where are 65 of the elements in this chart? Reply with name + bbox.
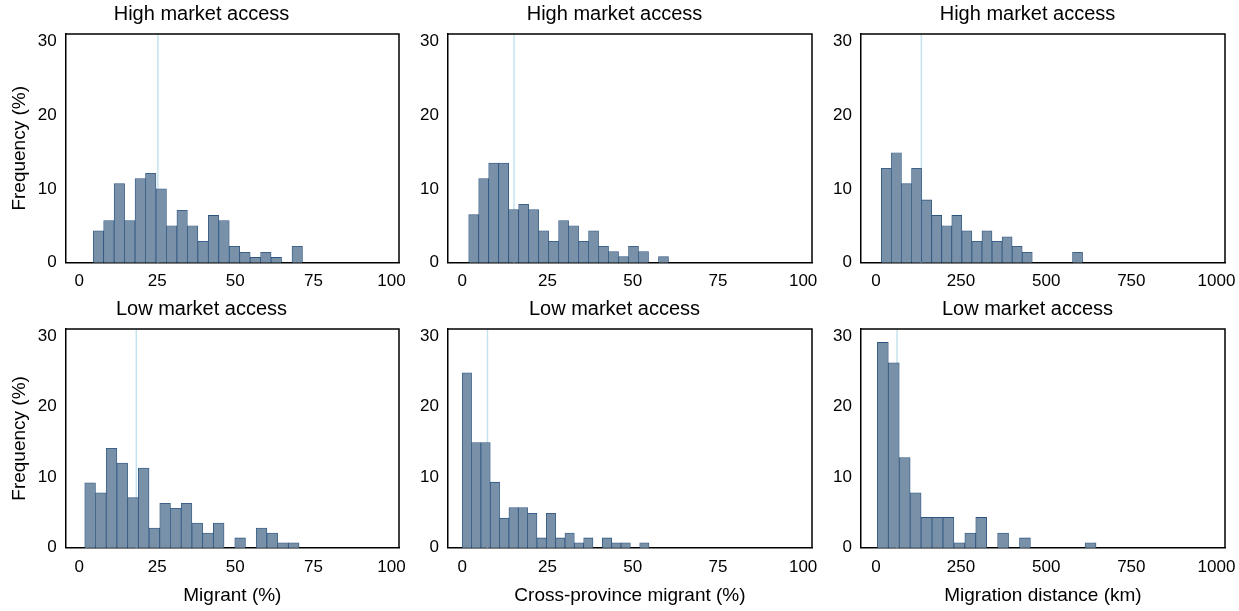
- x-tick-label: 0: [457, 556, 467, 576]
- y-tick-label: 20: [37, 396, 57, 416]
- x-tick-label: 500: [1032, 556, 1061, 576]
- x-tick-label: 100: [788, 271, 818, 291]
- x-tick-label: 0: [871, 556, 881, 576]
- y-tick-label: 10: [419, 178, 439, 198]
- x-tick-label: 75: [303, 271, 323, 291]
- y-tick-label: 30: [37, 31, 57, 51]
- y-axis-title: Frequency (%): [7, 376, 29, 501]
- x-tick-label: 750: [1117, 271, 1146, 291]
- y-tick-label: 30: [37, 325, 57, 345]
- x-tick-label: 100: [377, 556, 406, 576]
- x-tick-label: 25: [147, 556, 167, 576]
- x-tick-label: 25: [537, 556, 557, 576]
- x-axis-title: Migrant (%): [183, 583, 282, 605]
- x-tick-label: 75: [708, 271, 728, 291]
- y-tick-label: 10: [37, 178, 57, 198]
- y-tick-label: 0: [47, 537, 57, 557]
- x-tick-label: 50: [623, 271, 643, 291]
- x-tick-label: 750: [1117, 556, 1146, 576]
- y-tick-label: 30: [832, 31, 852, 51]
- y-tick-label: 20: [832, 396, 852, 416]
- chart-title: Low market access: [528, 296, 701, 319]
- x-tick-label: 1000: [1197, 556, 1236, 576]
- chart-title: High market access: [939, 1, 1116, 24]
- y-tick-label: 0: [429, 537, 439, 557]
- y-tick-label: 10: [832, 178, 852, 198]
- chart-title: High market access: [113, 1, 290, 24]
- x-tick-label: 0: [871, 271, 881, 291]
- y-axis-title: Frequency (%): [7, 86, 29, 211]
- x-tick-label: 250: [946, 556, 976, 576]
- y-tick-label: 0: [842, 252, 852, 272]
- y-tick-label: 20: [419, 396, 439, 416]
- x-tick-label: 100: [377, 271, 406, 291]
- y-tick-label: 0: [842, 537, 852, 557]
- chart-title: Low market access: [115, 296, 288, 319]
- x-tick-label: 50: [225, 556, 245, 576]
- x-tick-label: 0: [74, 271, 84, 291]
- y-tick-label: 10: [37, 466, 57, 486]
- x-axis-title: Cross-province migrant (%): [514, 583, 746, 605]
- y-tick-label: 0: [47, 252, 57, 272]
- chart-title: Low market access: [941, 296, 1114, 319]
- y-tick-label: 30: [832, 325, 852, 345]
- y-tick-label: 10: [832, 466, 852, 486]
- y-tick-label: 20: [37, 104, 57, 124]
- x-tick-label: 250: [946, 271, 976, 291]
- x-tick-label: 50: [623, 556, 643, 576]
- x-tick-label: 75: [708, 556, 728, 576]
- x-tick-label: 100: [788, 556, 818, 576]
- y-tick-label: 0: [429, 252, 439, 272]
- x-tick-label: 25: [147, 271, 167, 291]
- x-tick-label: 25: [537, 271, 557, 291]
- x-tick-label: 0: [74, 556, 84, 576]
- chart-title: High market access: [526, 1, 703, 24]
- x-tick-label: 1000: [1197, 271, 1236, 291]
- x-tick-label: 500: [1032, 271, 1061, 291]
- y-tick-label: 30: [419, 325, 439, 345]
- x-tick-label: 75: [303, 556, 323, 576]
- x-tick-label: 0: [457, 271, 467, 291]
- x-tick-label: 50: [225, 271, 245, 291]
- y-tick-label: 20: [419, 104, 439, 124]
- y-tick-label: 10: [419, 466, 439, 486]
- x-axis-title: Migration distance (km): [944, 583, 1142, 605]
- y-tick-label: 20: [832, 104, 852, 124]
- y-tick-label: 30: [419, 31, 439, 51]
